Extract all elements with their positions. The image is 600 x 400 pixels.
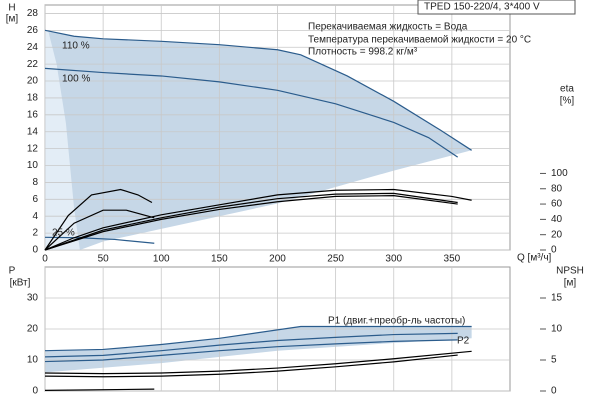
y2-tick-label: 0 [551,245,557,256]
y2-tick-label: 5 [551,355,557,366]
y-tick-label: 20 [27,324,39,335]
y2-tick-label: 20 [551,229,563,240]
y2-tick-label: 15 [551,293,563,304]
y-tick-label: 28 [27,8,39,19]
y-tick-label: 8 [32,177,38,188]
y-tick-label: 10 [27,160,39,171]
header-box [417,0,576,15]
curve [44,192,458,251]
y2-unit: [%] [560,96,575,107]
curve-label: 100 % [62,74,90,85]
curve [44,209,155,251]
curve [44,195,458,251]
y-label: P [9,266,16,277]
curve-label: 110 % [62,41,90,52]
y-tick-label: 20 [27,76,39,87]
y2-label: eta [560,84,574,95]
x-tick-label: 200 [269,254,286,265]
y-tick-label: 16 [27,109,39,120]
x-tick-label: 300 [385,254,402,265]
y-tick-label: 0 [32,386,38,397]
x-tick-label: 100 [153,254,170,265]
y-tick-label: 4 [32,211,38,222]
y-tick-label: 2 [32,228,38,239]
y-tick-label: 24 [27,42,39,53]
y-tick-label: 18 [27,93,39,104]
y2-tick-label: 100 [551,168,568,179]
y-tick-label: 10 [27,355,39,366]
y2-tick-label: 0 [551,386,557,397]
curve [44,332,458,358]
curve [44,188,153,251]
y-tick-label: 26 [27,25,39,36]
header-text: TPED 150-220/4, 3*400 V [424,2,540,13]
curve-label: P1 (двиг.+преобр-ль частоты) [328,315,465,327]
x-tick-label: 150 [211,254,228,265]
operating-range [45,326,472,373]
curve [44,325,472,352]
y-tick-label: 6 [32,194,38,205]
curve [44,236,155,244]
y-tick-label: 22 [27,59,39,70]
y-unit: [кВт] [10,278,31,289]
y-label: H [8,3,15,14]
y2-tick-label: 60 [551,199,563,210]
curve-label: P2 [457,336,470,347]
curve [44,29,472,151]
curve [44,350,472,375]
curve [44,67,459,158]
curve [44,354,458,378]
y2-label: NPSH [556,266,584,277]
y2-tick-label: 40 [551,214,563,225]
x-tick-label: 350 [444,254,461,265]
y-unit: [м] [6,14,19,25]
y-tick-label: 14 [27,126,39,137]
x-tick-label: 0 [42,254,48,265]
annotation: Плотность = 998.2 кг/м³ [308,47,418,58]
x-tick-label: 250 [327,254,344,265]
y-tick-label: 0 [32,245,38,256]
y2-tick-label: 10 [551,324,563,335]
y2-unit: [м] [564,278,577,289]
curve [44,339,458,363]
y-tick-label: 12 [27,143,39,154]
y-tick-label: 30 [27,293,39,304]
curve [44,388,155,391]
x-tick-label: 50 [98,254,110,265]
annotation: Перекачиваемая жидкость = Вода [308,22,468,33]
x-label: Q [м³/ч] [517,253,552,264]
curve-label: 25 % [52,228,75,239]
y2-tick-label: 80 [551,183,563,194]
curve [44,188,472,251]
annotation: Температура перекачиваемой жидкости = 20… [308,35,531,46]
